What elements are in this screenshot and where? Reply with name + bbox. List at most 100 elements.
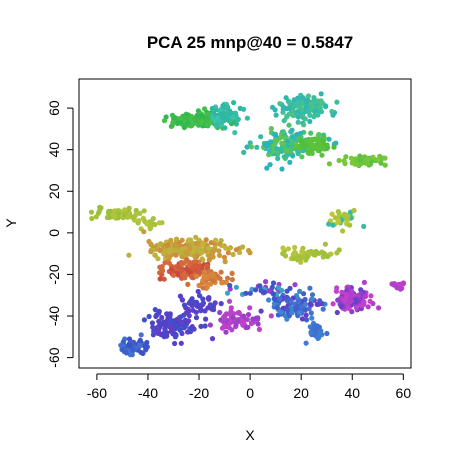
data-point	[278, 134, 284, 140]
data-point	[274, 138, 280, 144]
data-point	[239, 320, 245, 326]
data-point	[284, 288, 290, 294]
data-point	[144, 221, 150, 227]
data-point	[323, 104, 329, 110]
data-point	[193, 234, 199, 240]
x-tick-label: 20	[293, 385, 309, 401]
data-point	[298, 134, 304, 140]
data-point	[178, 320, 185, 326]
data-point	[184, 257, 190, 263]
data-point	[358, 161, 364, 167]
data-point	[175, 316, 181, 322]
data-point	[298, 304, 304, 310]
data-point	[347, 299, 353, 305]
data-point	[166, 249, 172, 255]
data-point	[290, 153, 296, 159]
x-axis: -60 -40 -20 0 20 40 60	[87, 373, 411, 401]
data-point	[382, 155, 388, 161]
data-point	[173, 252, 179, 258]
data-point	[146, 313, 152, 320]
data-point	[302, 254, 308, 260]
data-point	[292, 244, 298, 251]
data-point	[152, 252, 158, 258]
data-point	[247, 305, 253, 311]
data-point	[344, 215, 350, 221]
data-point	[200, 300, 206, 306]
y-tick-label: 60	[46, 100, 62, 116]
data-point	[318, 91, 324, 97]
data-point	[290, 112, 296, 119]
data-point	[290, 256, 297, 262]
data-point	[267, 148, 273, 154]
data-point	[213, 237, 219, 243]
data-point	[209, 249, 215, 255]
data-point	[169, 266, 175, 272]
data-point	[198, 118, 204, 124]
data-point	[192, 116, 199, 123]
data-point	[130, 347, 136, 353]
data-point	[172, 340, 178, 347]
data-point	[193, 263, 199, 269]
data-point	[266, 297, 272, 303]
data-point	[159, 314, 165, 321]
data-point	[126, 205, 132, 211]
data-point	[137, 210, 143, 216]
data-point	[206, 253, 213, 259]
data-point	[322, 241, 328, 247]
data-point	[226, 246, 232, 252]
data-point	[295, 150, 301, 157]
data-point	[335, 209, 341, 215]
data-point	[268, 313, 274, 319]
data-point	[248, 320, 255, 327]
data-point	[149, 320, 155, 326]
data-point	[241, 106, 247, 112]
data-point	[186, 237, 192, 243]
data-point	[255, 321, 261, 327]
data-point	[309, 296, 315, 302]
data-point	[391, 281, 397, 287]
data-point	[296, 310, 302, 316]
data-point	[162, 326, 168, 332]
data-point	[165, 253, 171, 259]
data-point	[367, 298, 373, 304]
data-point	[268, 126, 274, 132]
data-point	[262, 142, 268, 148]
data-point	[294, 131, 300, 137]
y-tick-label: -40	[46, 306, 62, 326]
data-point	[299, 154, 305, 160]
data-point	[203, 237, 209, 243]
data-point	[89, 215, 95, 222]
data-point	[315, 137, 321, 143]
data-point	[274, 304, 280, 310]
data-point	[305, 93, 311, 99]
data-point	[202, 106, 208, 112]
data-point	[315, 112, 321, 118]
data-point	[200, 277, 206, 283]
data-point	[183, 250, 189, 256]
data-point	[93, 214, 99, 220]
data-point	[270, 104, 276, 110]
data-point	[209, 336, 216, 342]
y-tick-label: 0	[46, 229, 62, 237]
y-axis-label: Y	[3, 218, 19, 228]
x-tick-label: 0	[246, 385, 254, 401]
data-point	[280, 251, 286, 257]
data-point	[270, 291, 276, 297]
data-point	[225, 104, 231, 110]
data-point	[355, 292, 361, 298]
data-point	[247, 290, 253, 296]
y-tick-label: 20	[46, 183, 62, 199]
data-point	[219, 280, 225, 286]
data-point	[98, 205, 104, 211]
data-point	[177, 250, 183, 256]
x-tick-label: -40	[138, 385, 158, 401]
data-point	[303, 104, 309, 110]
data-point	[195, 288, 201, 295]
data-point	[136, 218, 142, 224]
data-point	[110, 212, 116, 218]
data-point	[201, 269, 208, 275]
data-point	[167, 324, 173, 330]
data-point	[299, 106, 305, 112]
data-point	[232, 130, 238, 136]
data-point	[266, 288, 272, 294]
